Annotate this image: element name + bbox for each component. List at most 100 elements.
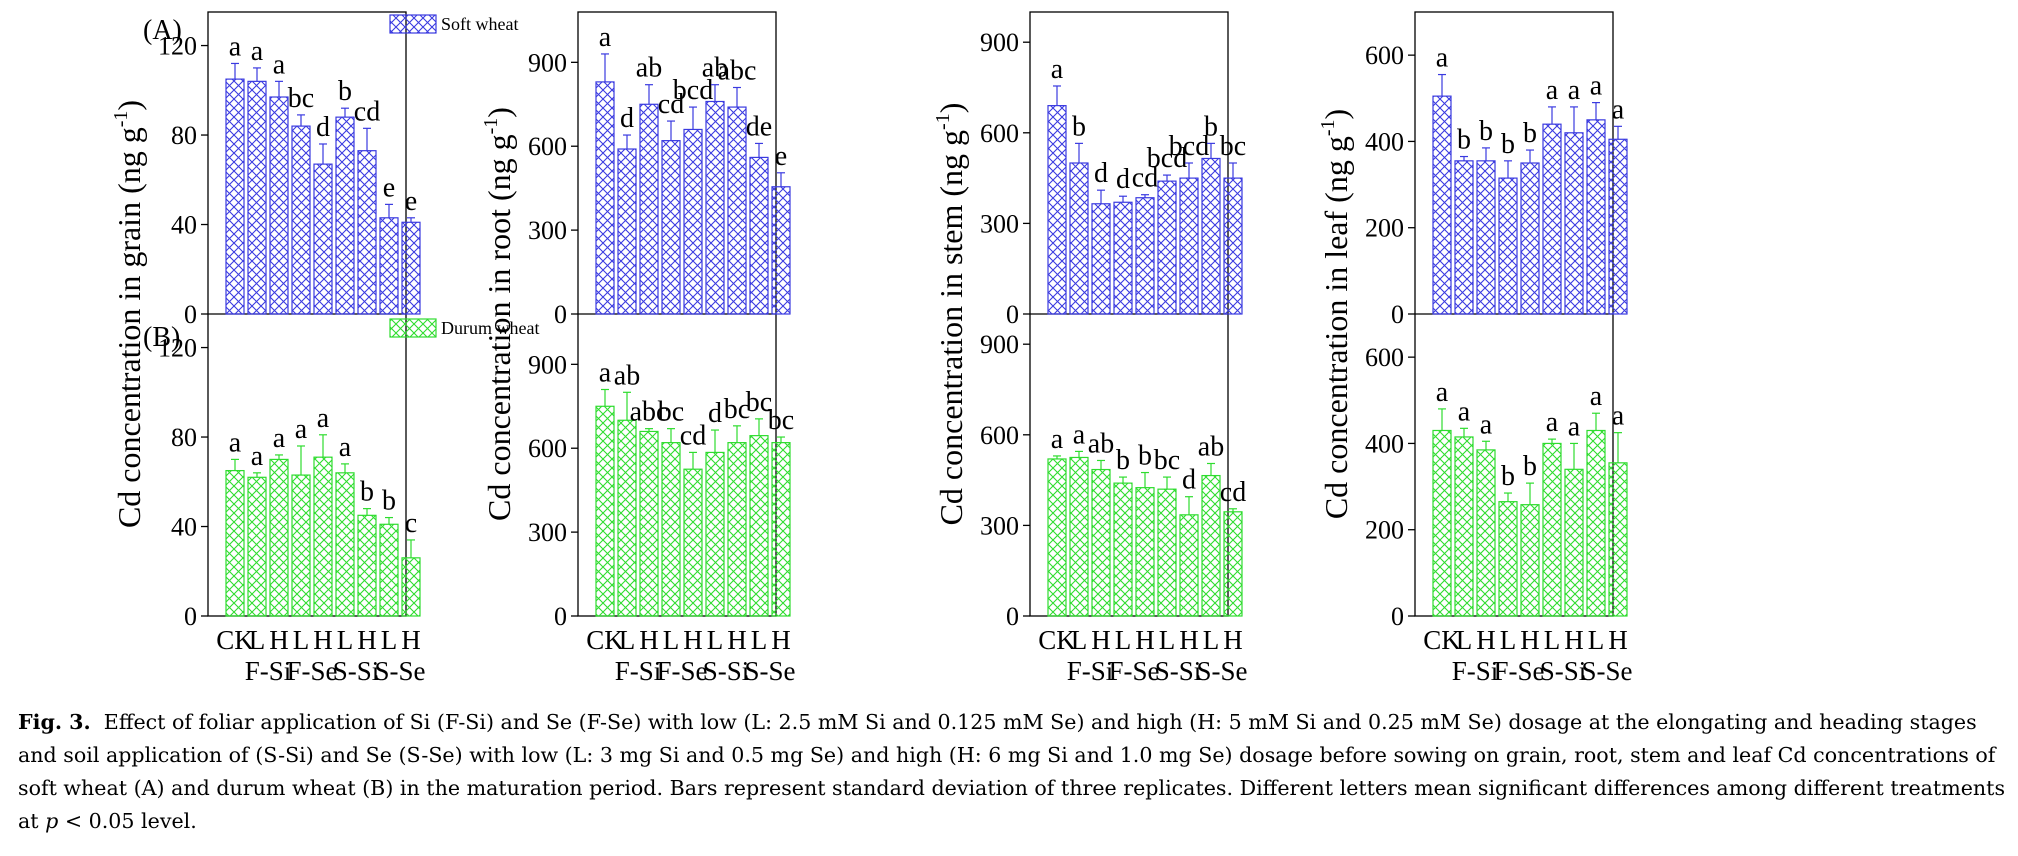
y-tick-label: 900 [980, 330, 1019, 359]
bar-soft [1454, 160, 1474, 315]
significance-letter: b [1204, 111, 1218, 142]
x-tick-label: H [1223, 625, 1243, 655]
bar-soft [1586, 119, 1606, 315]
significance-letter: b [1116, 445, 1130, 476]
bar-durum [1454, 436, 1474, 617]
y-tick-label: 0 [1391, 602, 1404, 631]
x-tick-label: H [1564, 625, 1584, 655]
bar-soft [683, 128, 703, 315]
bar-soft [1498, 177, 1518, 315]
x-group-label: S-Si [333, 656, 380, 686]
significance-letter: b [360, 477, 374, 508]
bar-durum [247, 476, 267, 617]
y-axis-title-close: ) [481, 107, 517, 118]
significance-letter: a [317, 403, 330, 434]
y-tick-label: 40 [171, 513, 197, 542]
y-axis-title-text: Cd concentration in grain (ng g [111, 127, 147, 528]
bar-soft [595, 81, 615, 315]
significance-letter: b [1138, 441, 1152, 472]
x-tick-label: L [249, 625, 266, 655]
y-axis-title-close: ) [933, 103, 969, 114]
x-tick-label: L [707, 625, 724, 655]
y-tick-label: 400 [1365, 127, 1404, 156]
legend-label-durum: Durum wheat [441, 318, 539, 338]
y-tick-label: 300 [528, 216, 567, 245]
y-tick-label: 200 [1365, 516, 1404, 545]
significance-letter: a [1546, 75, 1559, 106]
significance-letter: d [316, 112, 330, 143]
significance-letter: a [1051, 54, 1064, 85]
significance-letter: b [338, 76, 352, 107]
bar-durum [661, 442, 681, 617]
y-tick-label: 120 [158, 334, 197, 363]
x-tick-label: H [1179, 625, 1199, 655]
significance-letter: cd [1220, 477, 1246, 508]
bar-durum [1520, 504, 1540, 617]
bar-durum [1135, 487, 1155, 617]
bar-soft [225, 78, 245, 315]
significance-letter: a [1568, 75, 1581, 106]
x-tick-label: L [1456, 625, 1473, 655]
x-tick-label: L [1544, 625, 1561, 655]
significance-letter: bcd [1169, 131, 1209, 162]
bar-soft [1608, 138, 1628, 315]
x-tick-label: H [269, 625, 289, 655]
y-tick-label: 0 [1391, 300, 1404, 329]
significance-letter: a [599, 358, 612, 389]
x-group-label: S-Se [744, 656, 795, 686]
bar-soft [1476, 160, 1496, 315]
figure-caption: Fig. 3. Effect of foliar application of … [18, 706, 2008, 838]
bar-durum [335, 472, 355, 617]
significance-letter: a [599, 22, 612, 53]
bar-durum [705, 451, 725, 617]
significance-letter: bc [658, 397, 684, 428]
bar-soft [1201, 157, 1221, 315]
significance-letter: e [383, 172, 395, 203]
significance-letter: b [1523, 118, 1537, 149]
significance-letter: d [1094, 158, 1108, 189]
x-tick-label: H [683, 625, 703, 655]
significance-letter: a [1480, 409, 1493, 440]
bar-soft [1157, 180, 1177, 315]
bar-durum [1069, 456, 1089, 617]
bar-durum [225, 469, 245, 617]
significance-letter: a [1546, 407, 1559, 438]
significance-letter: bc [288, 83, 314, 114]
y-tick-label: 600 [1365, 41, 1404, 70]
bar-soft [1091, 203, 1111, 315]
x-tick-label: L [1500, 625, 1517, 655]
significance-letter: de [746, 111, 772, 142]
significance-letter: cd [1132, 163, 1158, 194]
bar-durum [1586, 429, 1606, 617]
significance-letter: a [1073, 419, 1086, 450]
bar-soft [1520, 162, 1540, 315]
significance-letter: b [1501, 461, 1515, 492]
y-tick-label: 0 [184, 300, 197, 329]
significance-letter: a [1051, 424, 1064, 455]
significance-letter: a [339, 432, 352, 463]
bar-soft [335, 116, 355, 315]
significance-letter: bcd [1147, 143, 1187, 174]
significance-letter: b [1501, 129, 1515, 160]
bar-soft [269, 96, 289, 315]
x-tick-label: L [1588, 625, 1605, 655]
significance-letter: a [1590, 381, 1603, 412]
bar-durum [1157, 488, 1177, 617]
x-tick-label: L [751, 625, 768, 655]
x-tick-label: H [1135, 625, 1155, 655]
bar-soft [1542, 123, 1562, 315]
x-tick-label: H [401, 625, 421, 655]
bar-soft [1069, 162, 1089, 315]
significance-letter: bc [1154, 445, 1180, 476]
x-group-label: F-Si [1067, 656, 1114, 686]
bar-durum [683, 468, 703, 617]
significance-letter: a [251, 441, 264, 472]
significance-letter: a [251, 36, 264, 67]
bar-soft [705, 100, 725, 315]
significance-letter: d [708, 398, 722, 429]
y-tick-label: 0 [554, 300, 567, 329]
bar-soft [1047, 105, 1067, 315]
x-tick-label: L [1115, 625, 1132, 655]
caption-p-symbol: p [45, 809, 59, 833]
